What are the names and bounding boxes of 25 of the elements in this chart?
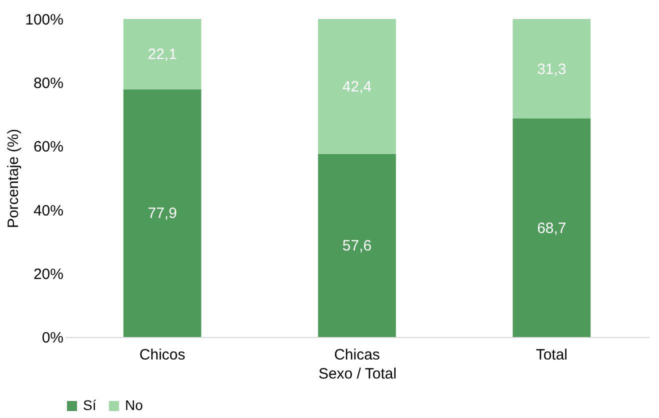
legend-label: Sí bbox=[83, 397, 96, 413]
bar bbox=[512, 19, 591, 119]
y-tick-label: 40% bbox=[33, 202, 64, 220]
y-tick-label: 60% bbox=[33, 138, 64, 156]
y-axis-title: Porcentaje (%) bbox=[5, 128, 22, 228]
y-tick-label: 80% bbox=[33, 75, 64, 92]
x-axis-title: Sexo / Total bbox=[318, 366, 397, 382]
data-label: 77,9 bbox=[148, 205, 177, 222]
data-label: 42,4 bbox=[342, 78, 372, 96]
y-tick-label: 0% bbox=[42, 330, 64, 346]
bar bbox=[123, 89, 202, 337]
y-tick-label: 100% bbox=[25, 12, 64, 28]
x-tick-label: Total bbox=[536, 346, 568, 364]
data-label: 31,3 bbox=[537, 60, 566, 78]
bar bbox=[512, 118, 591, 337]
data-label: 22,1 bbox=[148, 46, 177, 64]
bar bbox=[318, 19, 396, 154]
legend-label: No bbox=[125, 397, 144, 413]
data-label: 68,7 bbox=[537, 220, 566, 237]
bar bbox=[318, 154, 396, 337]
x-tick-label: Chicas bbox=[334, 346, 380, 364]
data-label: 57,6 bbox=[342, 237, 372, 254]
bar bbox=[123, 19, 202, 90]
y-tick-label: 20% bbox=[33, 266, 64, 283]
x-tick-label: Chicos bbox=[139, 346, 186, 364]
